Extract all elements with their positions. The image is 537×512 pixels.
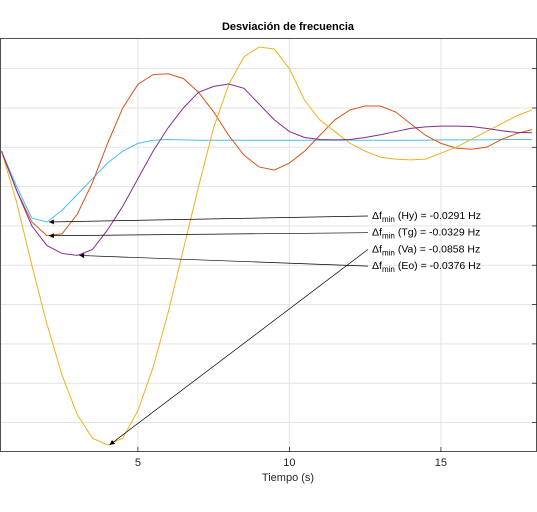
series-line bbox=[1, 46, 533, 446]
annotation: Δfmin (Eo) = -0.0376 Hz bbox=[372, 260, 481, 274]
plot-lines bbox=[1, 46, 533, 446]
annotation-text: (Hy) = -0.0291 Hz bbox=[398, 210, 481, 222]
annotation-arrow bbox=[48, 215, 369, 225]
annotation-text: (Eo) = -0.0376 Hz bbox=[398, 260, 481, 272]
annotation-symbol: Δf bbox=[372, 227, 382, 239]
series-line bbox=[1, 138, 532, 223]
chart-title: Desviación de frecuencia bbox=[222, 21, 355, 33]
x-tick-label: 10 bbox=[283, 457, 295, 469]
annotation-subscript: min bbox=[382, 232, 395, 241]
annotation: Δfmin (Va) = -0.0858 Hz bbox=[372, 243, 480, 257]
annotation-subscript: min bbox=[382, 215, 395, 224]
annotation: Δfmin (Tg) = -0.0329 Hz bbox=[372, 227, 480, 241]
annotation-symbol: Δf bbox=[372, 260, 382, 272]
annotation-symbol: Δf bbox=[372, 210, 382, 222]
annotation: Δfmin (Hy) = -0.0291 Hz bbox=[372, 210, 481, 224]
x-tick-label: 5 bbox=[135, 457, 141, 469]
annotation-arrow bbox=[109, 249, 369, 446]
grid: 5 10 15 bbox=[0, 38, 537, 469]
annotation-symbol: Δf bbox=[372, 243, 382, 255]
annotation-text: (Tg) = -0.0329 Hz bbox=[398, 227, 481, 239]
annotation-subscript: min bbox=[382, 265, 395, 274]
series-line bbox=[1, 83, 532, 256]
x-axis-label: Tiempo (s) bbox=[262, 472, 314, 484]
annotation-arrow bbox=[79, 253, 369, 267]
annotation-arrow bbox=[48, 232, 369, 239]
annotation-text: (Va) = -0.0858 Hz bbox=[398, 243, 480, 255]
annotation-subscript: min bbox=[382, 248, 395, 257]
x-tick-label: 15 bbox=[435, 457, 447, 469]
series-line bbox=[1, 73, 532, 237]
